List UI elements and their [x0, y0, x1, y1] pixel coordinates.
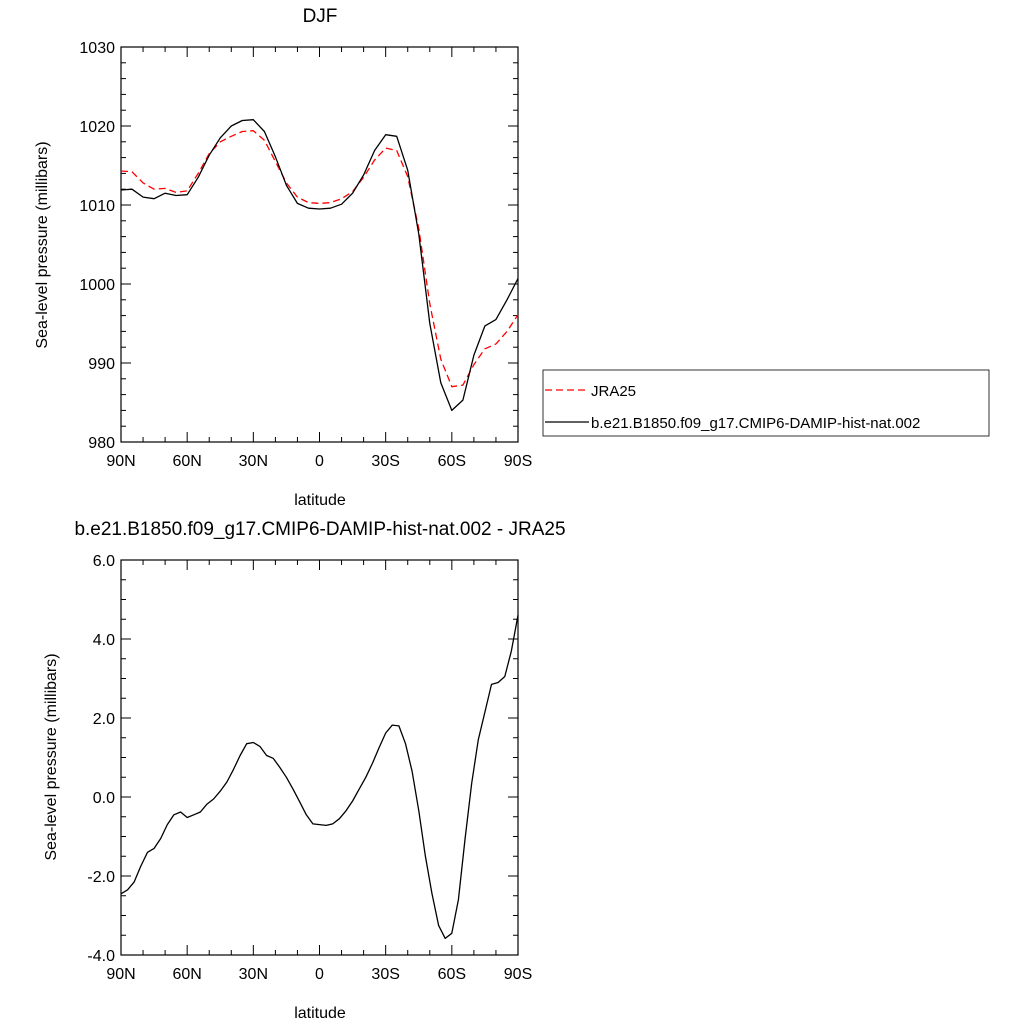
legend-label-model: b.e21.B1850.f09_g17.CMIP6-DAMIP-hist-nat… — [591, 415, 920, 432]
bottom-x-tick-label: 60S — [438, 966, 466, 983]
top-y-tick-label: 1020 — [79, 119, 115, 136]
bottom-y-tick-label: -2.0 — [87, 869, 115, 886]
top-x-tick-label: 90S — [504, 453, 532, 470]
bottom-x-tick-label: 30S — [371, 966, 399, 983]
bottom-y-tick-label: 4.0 — [93, 632, 115, 649]
top-plot-frame — [120, 46, 519, 443]
bottom-series-line-model — [120, 615, 519, 940]
bottom-y-tick-label: 0.0 — [93, 790, 115, 807]
top-y-tick-label: 1030 — [79, 40, 115, 57]
bottom-y-tick-label: 6.0 — [93, 553, 115, 570]
top-x-tick-label: 60N — [172, 453, 201, 470]
top-y-tick-label: 1000 — [79, 277, 115, 294]
legend-label-jra25: JRA25 — [591, 383, 636, 400]
bottom-x-tick-label: 0 — [315, 966, 324, 983]
bottom-x-axis-label: latitude — [294, 1005, 346, 1022]
top-y-tick-label: 990 — [88, 356, 115, 373]
bottom-y-tick-label: 2.0 — [93, 711, 115, 728]
bottom-axis-ticks: 90N 60N 30N 0 30S 60S 90S -4.0 -2.0 0.0 2.0 4.0 6.0 — [87, 553, 532, 983]
top-x-tick-label: 90N — [106, 453, 135, 470]
top-chart-title: DJF — [303, 6, 338, 27]
bottom-y-tick-label: -4.0 — [87, 948, 115, 965]
top-x-tick-label: 30N — [239, 453, 268, 470]
legend-box — [542, 369, 990, 437]
top-series-lines — [120, 119, 519, 412]
bottom-chart-title: b.e21.B1850.f09_g17.CMIP6-DAMIP-hist-nat… — [74, 519, 565, 540]
top-series-line-model — [120, 119, 519, 412]
top-y-axis-label: Sea-level pressure (millibars) — [34, 141, 51, 348]
top-axis-ticks: 90N 60N 30N 0 30S 60S 90S 980 990 1000 1010 1020 103… — [79, 40, 532, 470]
top-x-tick-label: 60S — [438, 453, 466, 470]
bottom-series-lines — [120, 615, 519, 940]
top-y-tick-label: 1010 — [79, 198, 115, 215]
bottom-x-tick-label: 90N — [106, 966, 135, 983]
top-x-tick-label: 30S — [371, 453, 399, 470]
top-series-line-jra25 — [120, 130, 519, 388]
top-y-tick-label: 980 — [88, 435, 115, 452]
top-x-tick-label: 0 — [315, 453, 324, 470]
bottom-x-tick-label: 30N — [239, 966, 268, 983]
bottom-x-tick-label: 60N — [172, 966, 201, 983]
bottom-x-tick-label: 90S — [504, 966, 532, 983]
top-x-axis-label: latitude — [294, 492, 346, 509]
bottom-y-axis-label: Sea-level pressure (millibars) — [43, 653, 60, 860]
